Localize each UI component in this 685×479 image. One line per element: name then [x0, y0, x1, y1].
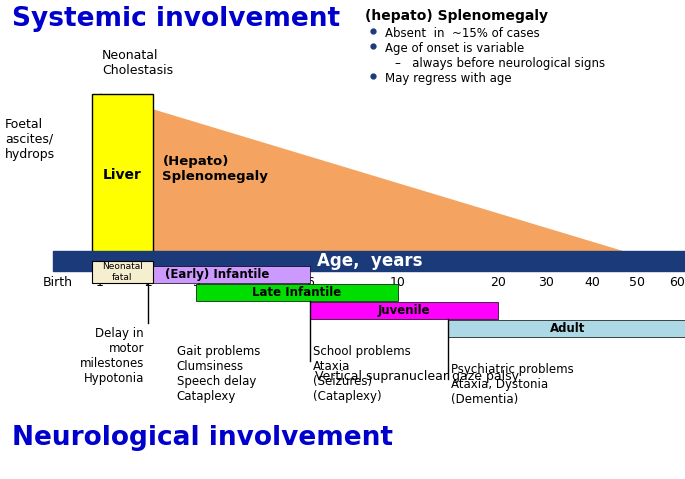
Text: Adult: Adult	[550, 322, 585, 335]
Text: (hepato) Splenomegaly: (hepato) Splenomegaly	[365, 9, 548, 23]
Text: 50: 50	[629, 276, 645, 289]
Text: (Hepato)
Splenomegaly: (Hepato) Splenomegaly	[162, 155, 269, 183]
Text: Neonatal
fatal: Neonatal fatal	[102, 262, 142, 282]
Polygon shape	[100, 94, 685, 271]
Text: 3: 3	[192, 276, 200, 289]
Text: Neurological involvement: Neurological involvement	[12, 425, 393, 451]
Text: Vertical supranuclear gaze palsy: Vertical supranuclear gaze palsy	[316, 370, 519, 383]
Text: 1: 1	[96, 276, 104, 289]
Bar	[92, 261, 153, 283]
Text: School problems
Ataxia
(Seizures)
(Cataplexy): School problems Ataxia (Seizures) (Catap…	[313, 345, 411, 403]
Text: 10: 10	[390, 276, 406, 289]
Text: Psychiatric problems
Ataxia, Dystonia
(Dementia): Psychiatric problems Ataxia, Dystonia (D…	[451, 363, 574, 406]
Text: Foetal
ascites/
hydrops: Foetal ascites/ hydrops	[5, 117, 55, 160]
Text: 40: 40	[584, 276, 600, 289]
Bar	[310, 302, 498, 319]
Text: 60: 60	[669, 276, 685, 289]
Text: May regress with age: May regress with age	[385, 72, 512, 85]
Text: Age,  years: Age, years	[317, 252, 423, 270]
Text: –   always before neurological signs: – always before neurological signs	[395, 57, 605, 70]
Text: Gait problems
Clumsiness
Speech delay
Cataplexy: Gait problems Clumsiness Speech delay Ca…	[177, 345, 260, 403]
Text: 2: 2	[144, 276, 152, 289]
Text: Age of onset is variable: Age of onset is variable	[385, 42, 524, 55]
Text: 30: 30	[538, 276, 554, 289]
Bar	[92, 94, 153, 271]
Text: (Early) Infantile: (Early) Infantile	[165, 268, 269, 281]
Text: Birth: Birth	[43, 276, 73, 289]
Text: Neonatal
Cholestasis: Neonatal Cholestasis	[102, 49, 173, 77]
Text: Delay in
motor
milestones
Hypotonia: Delay in motor milestones Hypotonia	[79, 327, 144, 385]
Text: Juvenile: Juvenile	[377, 304, 430, 317]
Bar	[124, 266, 310, 283]
Text: Late Infantile: Late Infantile	[252, 286, 342, 299]
Bar	[196, 284, 398, 301]
Text: Systemic involvement: Systemic involvement	[12, 6, 340, 32]
Text: Liver: Liver	[103, 168, 142, 182]
Bar	[448, 320, 685, 337]
Text: Absent  in  ~15% of cases: Absent in ~15% of cases	[385, 27, 540, 40]
Text: 6: 6	[306, 276, 314, 289]
Text: 20: 20	[490, 276, 506, 289]
Bar	[53, 251, 685, 271]
